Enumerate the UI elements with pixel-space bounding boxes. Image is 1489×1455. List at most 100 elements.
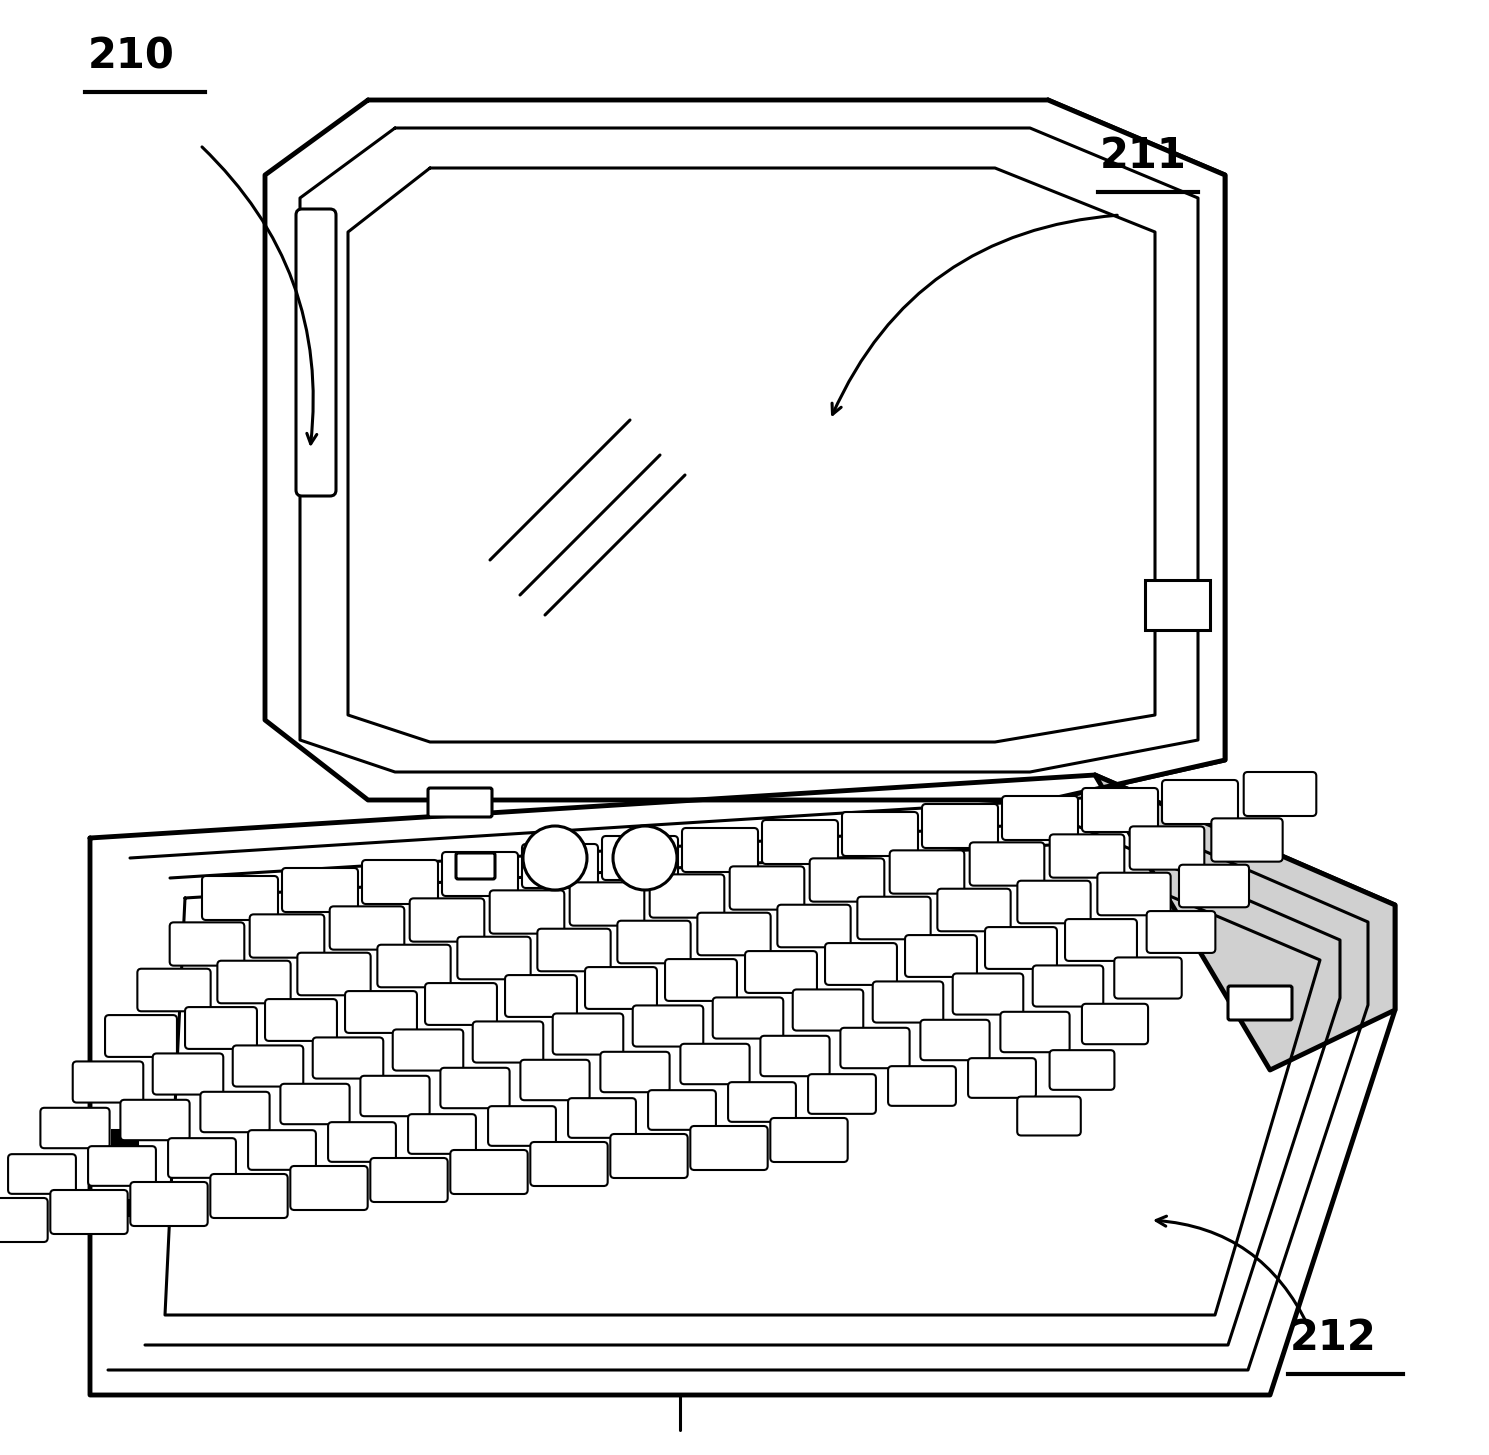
FancyBboxPatch shape [1083,1004,1148,1045]
FancyBboxPatch shape [1114,957,1182,998]
FancyBboxPatch shape [762,821,838,864]
FancyBboxPatch shape [393,1030,463,1071]
Polygon shape [1048,100,1225,800]
FancyBboxPatch shape [88,1147,156,1186]
FancyBboxPatch shape [538,928,610,972]
FancyBboxPatch shape [523,844,599,888]
FancyBboxPatch shape [1033,966,1103,1007]
FancyBboxPatch shape [0,1197,48,1243]
FancyBboxPatch shape [441,1068,509,1109]
Circle shape [613,826,677,890]
FancyBboxPatch shape [730,866,804,909]
FancyBboxPatch shape [969,842,1044,886]
FancyBboxPatch shape [520,1059,590,1100]
FancyBboxPatch shape [360,1075,430,1116]
FancyBboxPatch shape [73,1062,143,1103]
FancyBboxPatch shape [457,937,530,979]
FancyBboxPatch shape [1243,773,1316,816]
FancyBboxPatch shape [1050,1051,1114,1090]
FancyBboxPatch shape [1017,1097,1081,1135]
FancyBboxPatch shape [887,1067,956,1106]
FancyBboxPatch shape [51,1190,128,1234]
FancyBboxPatch shape [1050,834,1124,877]
FancyArrowPatch shape [832,215,1117,415]
FancyBboxPatch shape [40,1107,110,1148]
Polygon shape [265,100,1225,800]
FancyBboxPatch shape [121,1100,189,1141]
FancyBboxPatch shape [666,959,737,1001]
FancyBboxPatch shape [744,952,817,992]
FancyBboxPatch shape [1179,864,1249,908]
FancyBboxPatch shape [1001,1011,1069,1052]
FancyBboxPatch shape [201,1091,270,1132]
FancyBboxPatch shape [600,1052,670,1093]
FancyBboxPatch shape [106,1016,177,1056]
FancyBboxPatch shape [552,1014,624,1055]
Text: 212: 212 [1289,1317,1377,1359]
FancyBboxPatch shape [809,1074,876,1115]
FancyBboxPatch shape [442,853,518,896]
FancyBboxPatch shape [377,944,451,988]
FancyBboxPatch shape [1065,920,1138,960]
FancyBboxPatch shape [633,1005,703,1046]
FancyBboxPatch shape [490,890,564,934]
FancyBboxPatch shape [1212,818,1282,861]
FancyBboxPatch shape [648,1090,716,1131]
FancyBboxPatch shape [265,1000,337,1040]
FancyBboxPatch shape [313,1037,383,1078]
FancyBboxPatch shape [1083,789,1158,832]
FancyBboxPatch shape [953,973,1023,1014]
FancyBboxPatch shape [371,1158,448,1202]
Bar [1145,581,1211,630]
FancyBboxPatch shape [682,828,758,872]
FancyBboxPatch shape [131,1181,207,1227]
FancyBboxPatch shape [250,914,325,957]
FancyBboxPatch shape [137,969,210,1011]
FancyBboxPatch shape [1161,780,1237,824]
FancyBboxPatch shape [777,905,850,947]
FancyBboxPatch shape [280,1084,350,1125]
FancyBboxPatch shape [810,858,884,902]
FancyBboxPatch shape [408,1115,476,1154]
FancyBboxPatch shape [505,975,576,1017]
FancyBboxPatch shape [585,968,657,1008]
FancyBboxPatch shape [530,1142,608,1186]
FancyBboxPatch shape [472,1021,543,1062]
FancyArrowPatch shape [203,147,317,444]
FancyBboxPatch shape [1130,826,1205,870]
FancyBboxPatch shape [968,1058,1036,1099]
FancyBboxPatch shape [602,837,677,880]
FancyBboxPatch shape [1228,986,1292,1020]
FancyBboxPatch shape [328,1122,396,1163]
FancyBboxPatch shape [345,991,417,1033]
Bar [112,1165,137,1180]
FancyBboxPatch shape [170,922,244,966]
FancyBboxPatch shape [770,1117,847,1163]
FancyBboxPatch shape [570,882,645,925]
FancyBboxPatch shape [728,1083,797,1122]
FancyBboxPatch shape [362,860,438,904]
FancyBboxPatch shape [329,906,405,950]
FancyBboxPatch shape [792,989,864,1030]
FancyBboxPatch shape [217,960,290,1004]
FancyBboxPatch shape [873,982,943,1023]
FancyBboxPatch shape [680,1043,749,1084]
FancyBboxPatch shape [1147,911,1215,953]
Circle shape [523,826,587,890]
FancyBboxPatch shape [450,1149,527,1195]
Text: 211: 211 [1100,135,1187,178]
Polygon shape [1094,776,1395,1069]
FancyBboxPatch shape [424,984,497,1024]
FancyBboxPatch shape [210,1174,287,1218]
Polygon shape [89,776,1395,1395]
FancyBboxPatch shape [409,898,484,941]
Bar [112,1131,137,1145]
FancyBboxPatch shape [1002,796,1078,840]
FancyBboxPatch shape [618,921,691,963]
FancyBboxPatch shape [427,789,491,818]
FancyBboxPatch shape [840,1027,910,1068]
FancyBboxPatch shape [296,210,337,496]
FancyBboxPatch shape [713,998,783,1039]
FancyBboxPatch shape [649,874,724,918]
FancyBboxPatch shape [920,1020,990,1061]
